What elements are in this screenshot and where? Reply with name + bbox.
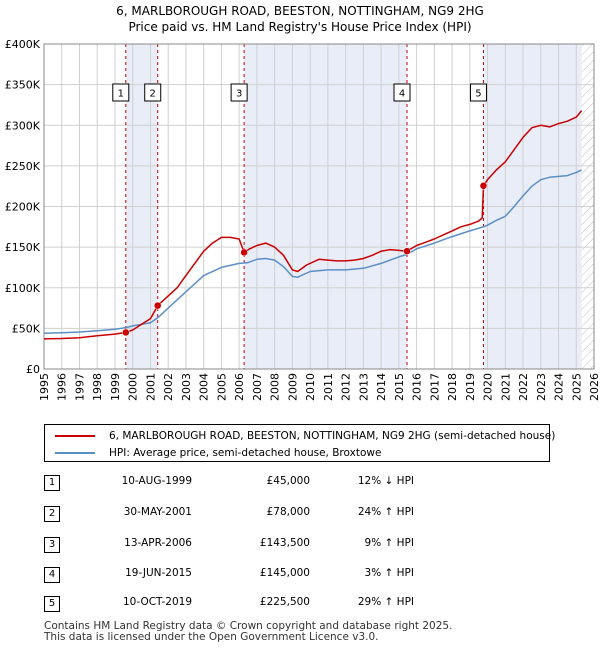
x-tick-label: 2003 <box>180 373 193 401</box>
x-tick-label: 1998 <box>91 373 104 401</box>
x-tick-label: 2019 <box>464 373 477 401</box>
y-tick-label: £50K <box>12 322 41 335</box>
table-row: 2 30-MAY-2001 £78,000 24% ↑ HPI <box>44 506 544 524</box>
x-tick-label: 2018 <box>446 373 459 401</box>
sale-label-box <box>112 83 130 102</box>
hpi-line <box>43 169 582 335</box>
sale-label-box <box>230 83 248 102</box>
sale-date: 30-MAY-2001 <box>123 506 192 518</box>
sale-date: 10-OCT-2019 <box>123 596 192 608</box>
x-tick-label: 2026 <box>588 373 600 401</box>
sale-number: 2 <box>44 506 60 522</box>
y-tick-label: £150K <box>5 241 41 254</box>
sale-price: £225,500 <box>259 596 310 608</box>
x-tick-label: 2005 <box>215 373 228 401</box>
x-tick-label: 2008 <box>269 373 282 401</box>
sale-point <box>403 247 411 255</box>
x-tick-label: 1997 <box>73 373 86 401</box>
sale-hpi-diff: 29% ↑ HPI <box>357 596 414 608</box>
legend-hpi-label: HPI: Average price, semi-detached house,… <box>109 446 382 459</box>
x-tick-label: 1995 <box>38 373 51 401</box>
sale-hpi-diff: 3% ↑ HPI <box>364 567 414 579</box>
sale-label-box <box>144 83 162 102</box>
sale-label-box <box>469 83 487 102</box>
y-tick-label: £400K <box>5 38 41 51</box>
x-tick-label: 2020 <box>482 373 495 401</box>
x-tick-label: 2000 <box>127 373 140 401</box>
sale-hpi-diff: 12% ↓ HPI <box>357 475 414 487</box>
x-tick-label: 2007 <box>251 373 264 401</box>
sale-hpi-diff: 24% ↑ HPI <box>357 506 414 518</box>
table-row: 5 10-OCT-2019 £225,500 29% ↑ HPI <box>44 596 544 614</box>
sale-number: 4 <box>44 567 60 583</box>
x-tick-label: 2024 <box>553 373 566 401</box>
x-tick-label: 2014 <box>375 373 388 401</box>
x-tick-label: 2021 <box>499 373 512 401</box>
sale-number: 1 <box>44 475 60 491</box>
property-price-line <box>43 110 583 340</box>
price-chart: £0 £50K £100K £150K £200K £250K £300K £350K £400… <box>5 38 600 401</box>
x-tick-label: 1999 <box>109 373 122 401</box>
x-tick-label: 2009 <box>286 373 299 401</box>
sale-point <box>153 301 162 310</box>
chart-subtitle: Price paid vs. HM Land Registry's House … <box>128 20 472 34</box>
sale-point <box>122 328 130 337</box>
x-tick-label: 2004 <box>198 373 211 401</box>
sale-price: £143,500 <box>259 537 310 549</box>
sale-number: 3 <box>44 537 60 553</box>
y-tick-label: £250K <box>5 160 41 173</box>
legend-property: 6, MARLBOROUGH ROAD, BEESTON, NOTTINGHAM… <box>55 427 555 444</box>
x-tick-label: 2012 <box>340 373 353 401</box>
y-tick-label: £350K <box>5 79 41 92</box>
legend-property-label: 6, MARLBOROUGH ROAD, BEESTON, NOTTINGHAM… <box>109 429 556 442</box>
sale-price: £78,000 <box>266 506 310 518</box>
y-tick-label: £100K <box>5 282 41 295</box>
y-tick-label: £300K <box>5 119 41 132</box>
legend-hpi: HPI: Average price, semi-detached house,… <box>55 444 381 461</box>
sale-point <box>240 248 248 257</box>
y-tick-label: £200K <box>5 201 41 214</box>
x-tick-label: 2015 <box>393 373 406 401</box>
sale-date: 10-AUG-1999 <box>121 475 192 487</box>
sale-label: 2 <box>150 89 156 100</box>
sale-number: 5 <box>44 596 60 612</box>
table-row: 4 19-JUN-2015 £145,000 3% ↑ HPI <box>44 567 544 585</box>
sale-label: 1 <box>118 89 124 100</box>
table-row: 1 10-AUG-1999 £45,000 12% ↓ HPI <box>44 475 544 493</box>
footer-licence: This data is licensed under the Open Gov… <box>44 631 379 643</box>
x-tick-label: 2001 <box>144 373 157 401</box>
plot-frame <box>43 43 595 370</box>
sale-label: 5 <box>475 89 481 100</box>
x-tick-label: 2016 <box>411 373 424 401</box>
footer-copyright: Contains HM Land Registry data © Crown c… <box>44 620 453 632</box>
x-tick-label: 2013 <box>357 373 370 401</box>
x-tick-label: 2006 <box>233 373 246 401</box>
x-tick-label: 2002 <box>162 373 175 401</box>
sale-date: 13-APR-2006 <box>124 537 192 549</box>
sale-price: £145,000 <box>259 567 310 579</box>
sale-label: 4 <box>399 89 405 100</box>
x-tick-label: 2011 <box>322 373 335 401</box>
sale-label-box <box>393 83 411 102</box>
y-tick-label: £0 <box>26 363 40 376</box>
x-tick-label: 2025 <box>570 373 583 401</box>
sale-label: 3 <box>236 89 242 100</box>
x-tick-label: 1996 <box>56 373 69 401</box>
legend: 6, MARLBOROUGH ROAD, BEESTON, NOTTINGHAM… <box>44 424 555 462</box>
x-tick-label: 2010 <box>304 373 317 401</box>
chart-title: 6, MARLBOROUGH ROAD, BEESTON, NOTTINGHAM… <box>116 4 484 18</box>
sale-hpi-diff: 9% ↑ HPI <box>364 537 414 549</box>
legend-property-line <box>55 434 95 437</box>
sale-date: 19-JUN-2015 <box>125 567 192 579</box>
sale-point <box>479 182 488 190</box>
x-tick-label: 2022 <box>517 373 530 401</box>
x-tick-label: 2017 <box>428 373 441 401</box>
table-row: 3 13-APR-2006 £143,500 9% ↑ HPI <box>44 537 544 555</box>
sale-price: £45,000 <box>266 475 310 487</box>
x-tick-label: 2023 <box>535 373 548 401</box>
legend-hpi-line <box>55 451 95 454</box>
